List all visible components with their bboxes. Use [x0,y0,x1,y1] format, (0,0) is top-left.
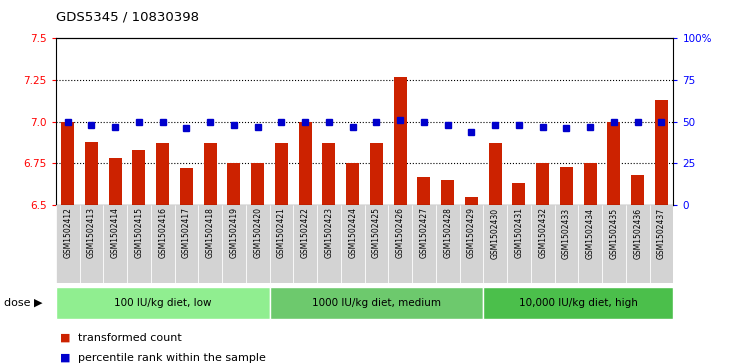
Text: percentile rank within the sample: percentile rank within the sample [78,352,266,363]
Bar [484,205,507,283]
Text: 10,000 IU/kg diet, high: 10,000 IU/kg diet, high [519,298,638,308]
Text: transformed count: transformed count [78,333,182,343]
Bar [199,205,222,283]
Bar [275,143,288,205]
Bar [412,205,436,283]
Text: GSM1502433: GSM1502433 [562,207,571,258]
Text: ■: ■ [60,333,70,343]
Text: GSM1502416: GSM1502416 [158,207,167,258]
Bar [417,177,431,205]
Bar [341,205,365,283]
Bar [246,205,269,283]
Bar [151,205,175,283]
Bar [85,142,98,205]
Bar [489,143,501,205]
Bar [607,122,620,205]
Text: GSM1502437: GSM1502437 [657,207,666,258]
Bar [222,205,246,283]
Text: GSM1502432: GSM1502432 [538,207,547,258]
Bar [388,205,412,283]
Bar [132,150,146,205]
Text: GSM1502435: GSM1502435 [609,207,618,258]
Text: GSM1502431: GSM1502431 [514,207,524,258]
Text: GSM1502430: GSM1502430 [491,207,500,258]
Bar [441,180,455,205]
Bar [626,205,650,283]
Bar [298,122,312,205]
Text: GSM1502426: GSM1502426 [396,207,405,258]
Bar [61,122,74,205]
Text: ■: ■ [60,352,70,363]
Text: GSM1502419: GSM1502419 [229,207,238,258]
Text: GSM1502415: GSM1502415 [135,207,144,258]
Bar [583,163,597,205]
Bar [655,100,668,205]
Bar [80,205,103,283]
Bar [56,287,269,319]
Text: GSM1502414: GSM1502414 [111,207,120,258]
Bar [180,168,193,205]
Bar [602,205,626,283]
Bar [269,205,293,283]
Bar [631,175,644,205]
Bar [56,205,80,283]
Text: GSM1502424: GSM1502424 [348,207,357,258]
Text: GSM1502420: GSM1502420 [253,207,262,258]
Bar [175,205,199,283]
Bar [554,205,578,283]
Text: GSM1502436: GSM1502436 [633,207,642,258]
Text: GDS5345 / 10830398: GDS5345 / 10830398 [56,11,199,24]
Bar [394,77,407,205]
Text: GSM1502425: GSM1502425 [372,207,381,258]
Bar [530,205,554,283]
Bar [317,205,341,283]
Text: GSM1502413: GSM1502413 [87,207,96,258]
Bar [513,183,525,205]
Bar [228,163,240,205]
Bar [365,205,388,283]
Bar [346,163,359,205]
Text: GSM1502418: GSM1502418 [205,207,215,258]
Bar [460,205,484,283]
Bar [536,163,549,205]
Bar [465,197,478,205]
Text: GSM1502422: GSM1502422 [301,207,310,258]
Text: 1000 IU/kg diet, medium: 1000 IU/kg diet, medium [312,298,441,308]
Bar [578,205,602,283]
Bar [507,205,530,283]
Text: GSM1502417: GSM1502417 [182,207,191,258]
Text: GSM1502412: GSM1502412 [63,207,72,258]
Bar [650,205,673,283]
Bar [109,158,122,205]
Bar [484,287,673,319]
Text: GSM1502428: GSM1502428 [443,207,452,258]
Text: dose ▶: dose ▶ [4,298,42,308]
Bar [269,287,484,319]
Bar [560,167,573,205]
Bar [103,205,127,283]
Bar [370,143,383,205]
Bar [156,143,169,205]
Bar [251,163,264,205]
Text: GSM1502423: GSM1502423 [324,207,333,258]
Bar [436,205,460,283]
Bar [204,143,217,205]
Bar [293,205,317,283]
Text: GSM1502434: GSM1502434 [586,207,594,258]
Text: GSM1502429: GSM1502429 [467,207,476,258]
Text: 100 IU/kg diet, low: 100 IU/kg diet, low [114,298,211,308]
Bar [127,205,151,283]
Text: GSM1502421: GSM1502421 [277,207,286,258]
Bar [322,143,336,205]
Text: GSM1502427: GSM1502427 [420,207,429,258]
